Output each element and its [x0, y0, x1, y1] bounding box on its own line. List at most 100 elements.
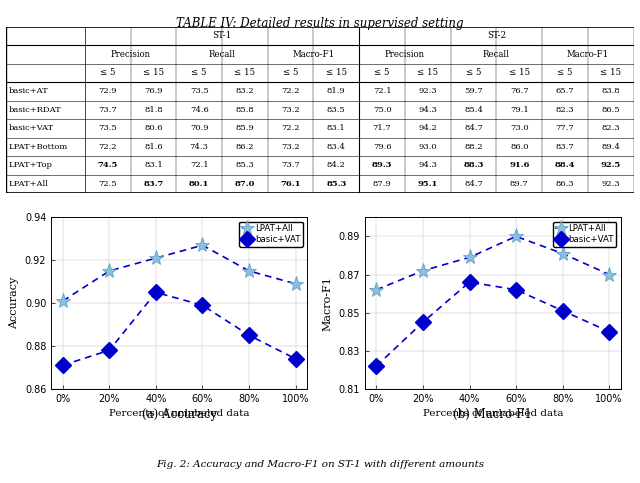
Text: 72.1: 72.1 — [372, 87, 392, 95]
Text: 71.7: 71.7 — [372, 125, 392, 132]
Text: 72.1: 72.1 — [190, 161, 209, 170]
Text: 84.7: 84.7 — [464, 125, 483, 132]
Text: Recall: Recall — [483, 50, 510, 59]
Text: Macro-F1: Macro-F1 — [292, 50, 335, 59]
Text: 79.6: 79.6 — [372, 143, 392, 151]
LPAT+All — [245, 268, 253, 274]
Legend: LPAT+All, basic+VAT: LPAT+All, basic+VAT — [239, 222, 303, 246]
Text: 73.5: 73.5 — [99, 125, 117, 132]
X-axis label: Percents of unlabeled data: Percents of unlabeled data — [109, 409, 250, 418]
Text: 89.3: 89.3 — [372, 161, 392, 170]
Text: ≤ 15: ≤ 15 — [600, 69, 621, 77]
Text: 75.0: 75.0 — [372, 106, 392, 114]
Text: 73.0: 73.0 — [510, 125, 529, 132]
Text: 72.2: 72.2 — [282, 87, 300, 95]
Text: ≤ 5: ≤ 5 — [557, 69, 573, 77]
Line: LPAT+All: LPAT+All — [369, 229, 617, 298]
Text: 94.3: 94.3 — [419, 106, 437, 114]
Text: 83.1: 83.1 — [144, 161, 163, 170]
Text: 86.5: 86.5 — [602, 106, 620, 114]
Text: 81.6: 81.6 — [144, 143, 163, 151]
Text: 86.0: 86.0 — [510, 143, 529, 151]
Text: 73.7: 73.7 — [99, 106, 117, 114]
Text: ≤ 5: ≤ 5 — [283, 69, 298, 77]
Text: 73.7: 73.7 — [281, 161, 300, 170]
LPAT+All — [559, 251, 566, 256]
Text: 92.3: 92.3 — [602, 180, 620, 188]
Text: 88.4: 88.4 — [555, 161, 575, 170]
Text: 83.5: 83.5 — [327, 106, 346, 114]
basic+VAT — [292, 356, 300, 362]
Y-axis label: Accuracy: Accuracy — [10, 277, 19, 329]
Text: 76.9: 76.9 — [144, 87, 163, 95]
LPAT+All — [59, 298, 67, 304]
Text: 92.3: 92.3 — [419, 87, 437, 95]
basic+VAT — [512, 287, 520, 293]
Text: 85.3: 85.3 — [326, 180, 346, 188]
Text: ≤ 5: ≤ 5 — [100, 69, 115, 77]
Text: 95.1: 95.1 — [418, 180, 438, 188]
Text: 74.6: 74.6 — [189, 106, 209, 114]
Text: 72.2: 72.2 — [282, 125, 300, 132]
Text: 82.3: 82.3 — [602, 125, 620, 132]
Text: 65.7: 65.7 — [556, 87, 574, 95]
Text: 80.6: 80.6 — [144, 125, 163, 132]
Text: 88.3: 88.3 — [463, 161, 484, 170]
Text: Macro-F1: Macro-F1 — [567, 50, 609, 59]
Text: Precision: Precision — [385, 50, 425, 59]
Text: basic+VAT: basic+VAT — [9, 125, 54, 132]
Text: 74.3: 74.3 — [189, 143, 209, 151]
Text: 86.2: 86.2 — [236, 143, 254, 151]
Text: 59.7: 59.7 — [464, 87, 483, 95]
Text: 81.9: 81.9 — [327, 87, 346, 95]
Text: Precision: Precision — [111, 50, 150, 59]
Text: 84.2: 84.2 — [327, 161, 346, 170]
Text: ST-1: ST-1 — [212, 31, 232, 40]
Text: 79.1: 79.1 — [510, 106, 529, 114]
basic+VAT — [59, 362, 67, 368]
basic+VAT — [419, 319, 427, 325]
Text: 83.4: 83.4 — [327, 143, 346, 151]
Text: 72.5: 72.5 — [99, 180, 117, 188]
Text: Recall: Recall — [209, 50, 236, 59]
Text: 83.2: 83.2 — [236, 87, 254, 95]
basic+VAT — [245, 332, 253, 338]
LPAT+All — [106, 268, 113, 274]
Text: 73.2: 73.2 — [282, 106, 300, 114]
Text: 73.2: 73.2 — [282, 143, 300, 151]
Text: 81.8: 81.8 — [144, 106, 163, 114]
Text: (b) Macro-F1: (b) Macro-F1 — [453, 408, 532, 421]
Text: ≤ 15: ≤ 15 — [417, 69, 438, 77]
Text: 85.4: 85.4 — [464, 106, 483, 114]
Text: LPAT+Bottom: LPAT+Bottom — [9, 143, 68, 151]
LPAT+All — [466, 255, 474, 260]
Text: ≤ 5: ≤ 5 — [191, 69, 207, 77]
Text: ≤ 15: ≤ 15 — [234, 69, 255, 77]
basic+VAT — [605, 329, 613, 335]
LPAT+All — [372, 287, 380, 293]
Text: 83.8: 83.8 — [602, 87, 620, 95]
Y-axis label: Macro-F1: Macro-F1 — [323, 276, 333, 330]
LPAT+All — [512, 233, 520, 239]
Text: 85.8: 85.8 — [236, 106, 254, 114]
Line: LPAT+All: LPAT+All — [55, 238, 303, 309]
Text: 85.3: 85.3 — [236, 161, 254, 170]
Text: 82.3: 82.3 — [556, 106, 574, 114]
Text: TABLE IV: Detailed results in supervised setting: TABLE IV: Detailed results in supervised… — [176, 17, 464, 30]
Text: 76.7: 76.7 — [510, 87, 529, 95]
basic+VAT — [152, 289, 160, 295]
Text: 89.7: 89.7 — [510, 180, 529, 188]
Text: 83.1: 83.1 — [327, 125, 346, 132]
LPAT+All — [152, 255, 160, 261]
Text: LPAT+All: LPAT+All — [9, 180, 49, 188]
Text: 88.2: 88.2 — [464, 143, 483, 151]
Text: basic+AT: basic+AT — [9, 87, 49, 95]
Text: 83.7: 83.7 — [556, 143, 574, 151]
Text: 76.1: 76.1 — [280, 180, 301, 188]
Text: 73.5: 73.5 — [189, 87, 209, 95]
Text: ≤ 5: ≤ 5 — [466, 69, 481, 77]
Text: 86.3: 86.3 — [556, 180, 574, 188]
basic+VAT — [559, 308, 566, 313]
Text: Fig. 2: Accuracy and Macro-F1 on ST-1 with different amounts: Fig. 2: Accuracy and Macro-F1 on ST-1 wi… — [156, 459, 484, 469]
Text: ≤ 15: ≤ 15 — [143, 69, 164, 77]
